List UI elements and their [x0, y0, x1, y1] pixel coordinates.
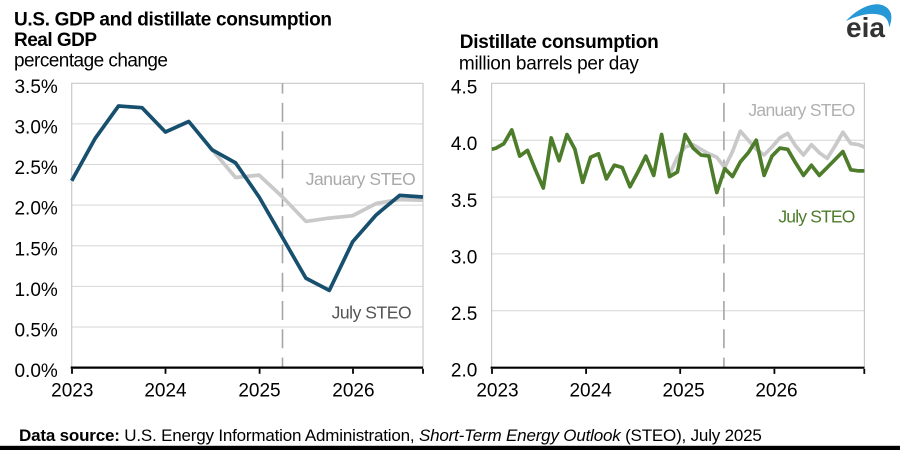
- svg-text:3.5: 3.5: [451, 191, 477, 212]
- svg-text:percentage change: percentage change: [14, 51, 168, 72]
- svg-text:2023: 2023: [476, 381, 518, 402]
- svg-text:July STEO: July STEO: [332, 302, 412, 322]
- svg-text:2.0: 2.0: [451, 361, 477, 382]
- svg-text:4.5: 4.5: [451, 78, 477, 99]
- svg-text:0.0%: 0.0%: [14, 361, 57, 382]
- svg-text:July STEO: July STEO: [778, 206, 855, 226]
- svg-text:2025: 2025: [662, 381, 704, 402]
- svg-text:million barrels per day: million barrels per day: [459, 53, 640, 74]
- svg-text:Data source: U.S. Energy Infor: Data source: U.S. Energy Information Adm…: [19, 426, 762, 445]
- svg-text:U.S. GDP and distillate consum: U.S. GDP and distillate consumption: [14, 9, 332, 30]
- svg-text:4.0: 4.0: [451, 134, 477, 155]
- svg-text:3.0: 3.0: [451, 247, 477, 268]
- svg-text:2024: 2024: [569, 381, 612, 402]
- svg-text:2026: 2026: [332, 381, 374, 402]
- svg-text:2.0%: 2.0%: [14, 199, 57, 220]
- svg-text:2023: 2023: [51, 381, 93, 402]
- svg-text:3.0%: 3.0%: [14, 117, 57, 138]
- svg-text:Distillate consumption: Distillate consumption: [460, 32, 659, 53]
- svg-text:January STEO: January STEO: [748, 100, 855, 120]
- svg-text:Real GDP: Real GDP: [14, 30, 97, 51]
- svg-text:3.5%: 3.5%: [14, 77, 57, 98]
- svg-text:1.0%: 1.0%: [14, 280, 57, 301]
- svg-text:1.5%: 1.5%: [14, 239, 57, 260]
- svg-text:2025: 2025: [238, 381, 280, 402]
- svg-text:2.5%: 2.5%: [14, 158, 57, 179]
- svg-text:0.5%: 0.5%: [14, 321, 57, 342]
- svg-text:2.5: 2.5: [451, 304, 477, 325]
- svg-text:2024: 2024: [144, 381, 187, 402]
- svg-text:2026: 2026: [755, 381, 797, 402]
- svg-text:January STEO: January STEO: [306, 169, 416, 189]
